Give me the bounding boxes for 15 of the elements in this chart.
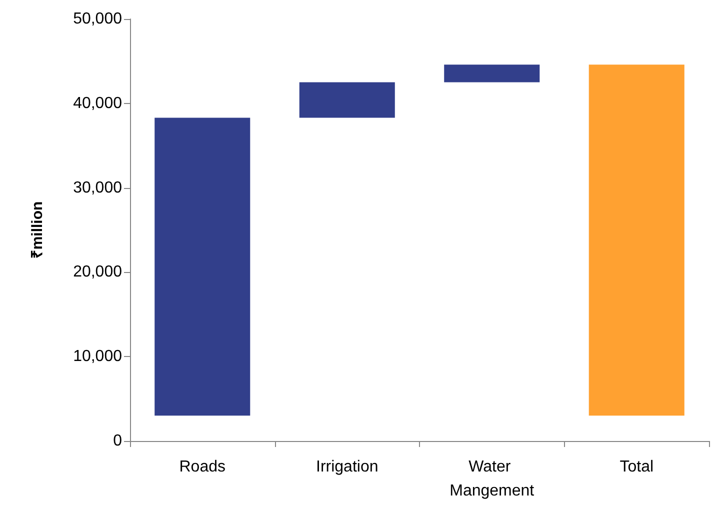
bar [444, 64, 540, 82]
y-tick-label: 50,000 [73, 10, 122, 28]
bar [154, 118, 250, 416]
y-tick-label: 30,000 [73, 179, 122, 196]
y-tick-label: 10,000 [73, 348, 122, 366]
x-tick-label: Total [620, 458, 654, 476]
x-tick-label: Roads [179, 458, 226, 476]
x-tick-label: Irrigation [316, 458, 378, 476]
y-tick-label: 40,000 [73, 94, 122, 112]
bar [299, 82, 395, 118]
bar [588, 64, 684, 416]
y-tick-label: 20,000 [73, 264, 122, 281]
y-tick-label: 0 [113, 432, 122, 450]
y-axis-title: ₹million [29, 201, 46, 259]
x-tick-label: Water Mangement [450, 458, 535, 500]
